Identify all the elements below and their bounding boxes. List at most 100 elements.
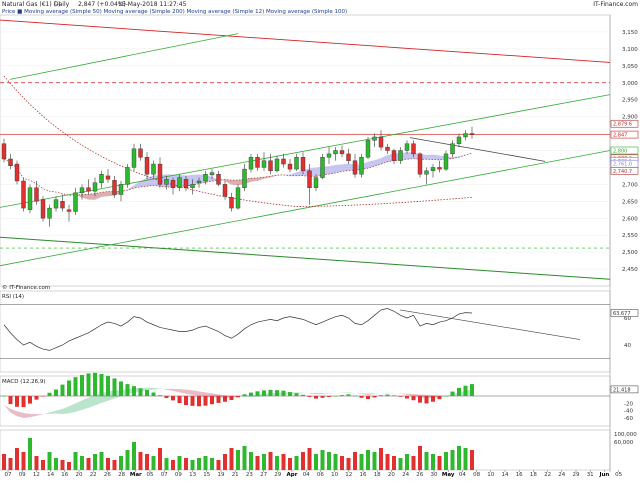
price-tick-label: 2,550 [622, 233, 638, 239]
macd-histogram-bar [54, 390, 58, 396]
x-tick-label: 16 [61, 472, 68, 478]
volume-tick-label: 60,000 [614, 440, 634, 446]
candle-up [152, 164, 156, 174]
macd-histogram-bar [178, 396, 182, 403]
macd-histogram-bar [87, 373, 91, 396]
macd-histogram-bar [48, 393, 52, 396]
candle-up [243, 169, 247, 188]
x-tick-label: 05 [147, 472, 154, 478]
x-tick-label: 12 [345, 472, 352, 478]
candle-up [366, 140, 370, 157]
candle-down [158, 164, 162, 184]
volume-bar [451, 450, 455, 470]
macd-histogram-bar [126, 384, 130, 396]
price-tag-label: 2,800 [613, 149, 627, 155]
x-tick-label: 04 [303, 472, 310, 478]
macd-histogram-bar [165, 396, 169, 398]
ma-cloud-segment [102, 192, 109, 197]
macd-histogram-bar [243, 394, 247, 396]
macd-histogram-bar [191, 396, 195, 406]
candle-down [67, 210, 71, 212]
candle-up [126, 167, 130, 184]
volume-bar [386, 454, 390, 470]
price-tag-label: 2,761.0 [613, 162, 632, 168]
x-tick-label: 24 [402, 472, 409, 478]
macd-histogram-bar [9, 396, 13, 404]
x-tick-label: 08 [473, 472, 480, 478]
volume-bar [61, 460, 65, 470]
macd-histogram-bar [347, 394, 351, 396]
macd-cloud-segment [24, 413, 31, 418]
footer-brand: © IT-Finance.com [2, 284, 50, 291]
volume-bar [113, 460, 117, 470]
price-tick-label: 3,100 [622, 47, 638, 53]
macd-histogram-bar [405, 396, 409, 399]
volume-bar [139, 452, 143, 470]
x-tick-label: 12 [33, 472, 40, 478]
candle-down [145, 157, 149, 174]
x-tick-label: 21 [232, 472, 239, 478]
volume-bar [152, 456, 156, 470]
candle-down [340, 151, 344, 154]
candle-up [249, 157, 253, 169]
macd-histogram-bar [379, 395, 383, 396]
volume-bar [366, 450, 370, 470]
macd-histogram-bar [418, 396, 422, 403]
volume-bar [15, 448, 19, 470]
x-tick-label: 22 [90, 472, 97, 478]
volume-bar [295, 456, 299, 470]
macd-histogram-bar [308, 396, 312, 397]
candle-up [100, 174, 104, 182]
volume-bar [256, 456, 260, 470]
price-tick-label: 2,600 [622, 216, 638, 222]
volume-bar [269, 452, 273, 470]
volume-bar [327, 452, 331, 470]
volume-bar [74, 452, 78, 470]
volume-bar [171, 460, 175, 470]
ma-cloud-segment [232, 180, 239, 185]
volume-bar [399, 458, 403, 470]
ma-cloud-segment [342, 163, 349, 171]
price-tick-label: 2,450 [622, 267, 638, 273]
candle-up [191, 184, 195, 187]
volume-bar [145, 454, 149, 470]
x-tick-label: 09 [175, 472, 182, 478]
x-tick-label: 26 [104, 472, 111, 478]
volume-bar [158, 448, 162, 470]
price-tick-label: 2,950 [622, 98, 638, 104]
legend-text: Price ■ Moving average (Simple 50) Movin… [2, 9, 347, 15]
x-tick-label: 20 [388, 472, 395, 478]
macd-histogram-bar [451, 392, 455, 396]
volume-bar [392, 456, 396, 470]
volume-bar [67, 462, 71, 470]
macd-histogram-bar [334, 396, 338, 397]
candle-down [288, 164, 292, 169]
macd-histogram-bar [93, 373, 97, 396]
price-tick-label: 2,650 [622, 199, 638, 205]
candle-up [425, 171, 429, 174]
volume-bar [282, 454, 286, 470]
x-tick-label: 27 [260, 472, 267, 478]
macd-histogram-bar [249, 393, 253, 396]
volume-bar [204, 456, 208, 470]
volume-bar [334, 454, 338, 470]
volume-bar [87, 458, 91, 470]
macd-histogram-bar [288, 392, 292, 396]
volume-bar [360, 454, 364, 470]
x-tick-label: 09 [19, 472, 26, 478]
volume-bar [197, 458, 201, 470]
x-tick-label: 28 [118, 472, 125, 478]
macd-histogram-bar [74, 377, 78, 396]
macd-histogram-bar [464, 386, 468, 396]
volume-bar [431, 454, 435, 470]
candle-down [379, 137, 383, 147]
volume-bar [340, 456, 344, 470]
candle-up [119, 184, 123, 194]
volume-bar [412, 456, 416, 470]
macd-tick-label: -40 [624, 409, 633, 415]
macd-histogram-bar [171, 396, 175, 400]
volume-bar [470, 450, 474, 470]
volume-bar [438, 456, 442, 470]
brand-label: IT-Finance.com [593, 1, 638, 8]
